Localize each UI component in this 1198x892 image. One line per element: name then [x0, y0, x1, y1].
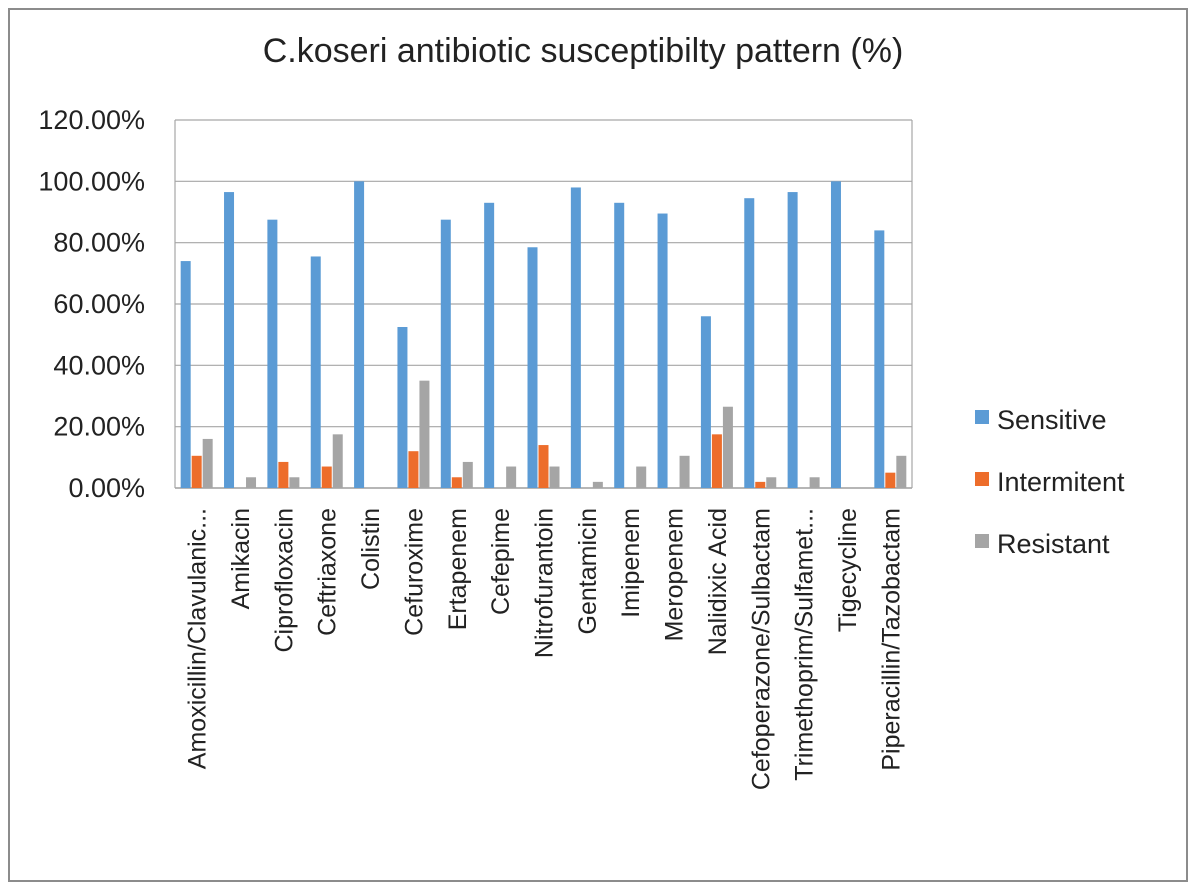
- x-tick-label: Cefuroxime: [400, 508, 428, 636]
- bar-resistant: [462, 461, 473, 488]
- bar-sensitive: [614, 202, 625, 489]
- bar-intermitent: [278, 461, 289, 488]
- bar-intermitent: [321, 466, 332, 488]
- bar-intermitent: [451, 477, 462, 488]
- legend-label-intermitent: Intermitent: [997, 467, 1125, 497]
- bar-sensitive: [484, 202, 495, 489]
- bar-resistant: [896, 455, 907, 488]
- bar-sensitive: [224, 192, 235, 489]
- y-tick-label: 120.00%: [38, 105, 145, 135]
- bar-resistant: [419, 380, 430, 488]
- bar-resistant: [506, 466, 517, 488]
- bar-sensitive: [744, 198, 755, 488]
- x-tick-label: Trimethoprim/Sulfamet...: [791, 508, 819, 781]
- y-tick-label: 40.00%: [53, 350, 145, 380]
- bar-resistant: [246, 477, 257, 488]
- bar-resistant: [332, 434, 343, 488]
- x-tick-label: Amoxicillin/Clavulanic...: [184, 508, 212, 769]
- legend-swatch-intermitent: [975, 472, 989, 486]
- x-tick-label: Ciprofloxacin: [270, 508, 298, 653]
- bar-resistant: [549, 466, 560, 488]
- bar-sensitive: [527, 247, 538, 488]
- bar-sensitive: [657, 213, 668, 489]
- bar-intermitent: [538, 445, 549, 488]
- bar-sensitive: [267, 219, 278, 488]
- bar-intermitent: [711, 434, 722, 488]
- bar-intermitent: [885, 472, 896, 488]
- bar-resistant: [809, 477, 820, 488]
- legend-swatch-resistant: [975, 534, 989, 548]
- bar-resistant: [722, 406, 733, 488]
- bar-sensitive: [397, 327, 408, 488]
- bar-resistant: [636, 466, 647, 488]
- y-tick-label: 0.00%: [68, 473, 145, 503]
- bar-intermitent: [408, 451, 419, 488]
- bar-sensitive: [354, 181, 365, 489]
- y-tick-label: 60.00%: [53, 289, 145, 319]
- bars: [180, 181, 907, 489]
- bar-sensitive: [180, 261, 191, 488]
- bar-sensitive: [830, 181, 841, 489]
- y-tick-label: 100.00%: [38, 166, 145, 196]
- legend: Sensitive Intermitent Resistant: [975, 405, 1125, 559]
- x-tick-label: Piperacillin/Tazobactam: [877, 508, 905, 771]
- bar-sensitive: [874, 230, 885, 488]
- gridlines: [174, 119, 913, 489]
- x-tick-label: Cefoperazone/Sulbactam: [747, 508, 775, 790]
- legend-label-sensitive: Sensitive: [997, 405, 1107, 435]
- x-tick-label: Nitrofurantoin: [531, 508, 559, 658]
- bar-intermitent: [191, 455, 202, 488]
- x-tick-label: Colistin: [357, 508, 385, 590]
- bar-sensitive: [700, 316, 711, 488]
- x-tick-label: Gentamicin: [574, 508, 602, 634]
- x-tick-label: Imipenem: [617, 508, 645, 618]
- chart-title: C.koseri antibiotic susceptibilty patter…: [263, 32, 904, 70]
- x-tick-label: Tigecycline: [834, 508, 862, 632]
- x-tick-label: Ceftriaxone: [314, 508, 342, 636]
- x-tick-label: Nalidixic Acid: [704, 508, 732, 655]
- bar-resistant: [592, 481, 603, 488]
- x-tick-label: Ertapenem: [444, 508, 472, 630]
- y-tick-label: 80.00%: [53, 228, 145, 258]
- x-tick-label: Cefepime: [487, 508, 515, 615]
- legend-label-resistant: Resistant: [997, 529, 1110, 559]
- bar-intermitent: [755, 481, 766, 488]
- bar-sensitive: [310, 256, 321, 488]
- bar-resistant: [202, 438, 213, 488]
- bar-sensitive: [440, 219, 451, 488]
- x-tick-label: Meropenem: [661, 508, 689, 641]
- bar-resistant: [289, 477, 300, 488]
- bar-resistant: [766, 477, 777, 488]
- bar-resistant: [679, 455, 690, 488]
- legend-swatch-sensitive: [975, 410, 989, 424]
- y-tick-label: 20.00%: [53, 412, 145, 442]
- x-axis-labels: Amoxicillin/Clavulanic... Amikacin Ciprofl…: [184, 508, 906, 790]
- y-axis-labels: 0.00% 20.00% 40.00% 60.00% 80.00% 100.00% 120.…: [38, 105, 145, 503]
- bar-sensitive: [570, 187, 581, 488]
- x-tick-label: Amikacin: [227, 508, 255, 609]
- bar-sensitive: [787, 192, 798, 489]
